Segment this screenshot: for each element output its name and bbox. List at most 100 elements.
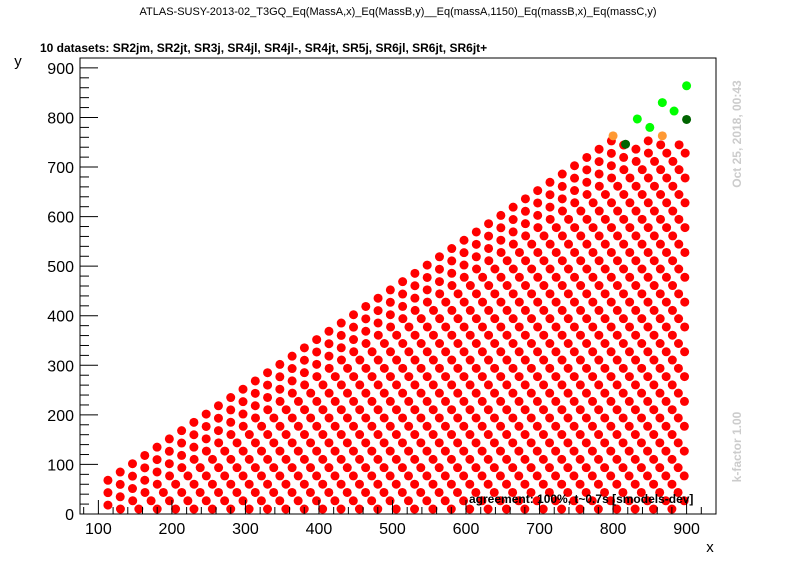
excluded-point [256, 496, 266, 506]
excluded-point [250, 438, 260, 448]
excluded-point [140, 475, 150, 485]
excluded-point [661, 396, 671, 406]
excluded-point [422, 297, 432, 307]
excluded-point [563, 264, 573, 274]
excluded-point [502, 380, 512, 390]
excluded-point [594, 330, 604, 340]
excluded-point [410, 293, 420, 303]
excluded-point [361, 487, 371, 497]
excluded-point [164, 434, 174, 444]
excluded-point [655, 314, 665, 324]
excluded-point [570, 198, 580, 208]
excluded-point [391, 504, 401, 514]
excluded-point [483, 454, 493, 464]
excluded-point [673, 438, 683, 448]
excluded-point [582, 363, 592, 373]
y-tick-label: 500 [47, 259, 74, 276]
excluded-point [220, 446, 230, 456]
excluded-point [312, 335, 322, 345]
allowed-point [669, 106, 679, 116]
excluded-point [533, 223, 543, 233]
excluded-point [637, 239, 647, 249]
excluded-point [625, 247, 635, 257]
excluded-point [496, 235, 506, 245]
excluded-point [514, 471, 524, 481]
excluded-point [140, 450, 150, 460]
excluded-point [563, 289, 573, 299]
excluded-point [441, 297, 451, 307]
excluded-point [661, 347, 671, 357]
excluded-point [477, 396, 487, 406]
excluded-point [361, 388, 371, 398]
excluded-point [606, 471, 616, 481]
excluded-point [257, 446, 267, 456]
excluded-point [618, 413, 628, 423]
excluded-point [489, 413, 499, 423]
excluded-point [655, 214, 665, 224]
excluded-point [538, 454, 548, 464]
excluded-point [545, 239, 555, 249]
excluded-point [508, 215, 518, 225]
excluded-point [355, 430, 365, 440]
excluded-point [238, 397, 248, 407]
excluded-point [501, 504, 511, 514]
excluded-point [520, 305, 530, 315]
excluded-point [422, 496, 432, 506]
excluded-point [416, 438, 426, 448]
excluded-point [410, 355, 420, 365]
excluded-point [250, 376, 260, 386]
excluded-point [336, 479, 346, 489]
y-tick-label: 0 [65, 507, 74, 524]
excluded-point [631, 305, 641, 315]
excluded-point [613, 181, 623, 191]
excluded-point [177, 426, 187, 436]
excluded-point [299, 454, 309, 464]
excluded-point [422, 396, 432, 406]
excluded-point [428, 504, 438, 514]
excluded-point [606, 161, 616, 171]
excluded-point [275, 471, 285, 481]
excluded-point [207, 479, 217, 489]
excluded-point [637, 165, 647, 175]
excluded-point [385, 310, 395, 320]
excluded-point [115, 479, 125, 489]
excluded-point [508, 227, 518, 237]
excluded-point [545, 214, 555, 224]
excluded-point [606, 421, 616, 431]
excluded-point [171, 479, 181, 489]
excluded-point [459, 347, 469, 357]
excluded-point [582, 214, 592, 224]
excluded-point [625, 173, 635, 183]
excluded-point [281, 454, 291, 464]
excluded-point [312, 347, 322, 357]
excluded-point [649, 231, 659, 241]
y-tick-label: 600 [47, 210, 74, 227]
excluded-point [416, 314, 426, 324]
excluded-point [404, 322, 414, 332]
excluded-point [306, 413, 316, 423]
excluded-point [588, 322, 598, 332]
excluded-point [600, 438, 610, 448]
excluded-point [587, 446, 597, 456]
excluded-point [336, 380, 346, 390]
excluded-point [354, 504, 364, 514]
excluded-point [495, 471, 505, 481]
excluded-point [606, 322, 616, 332]
excluded-point [533, 322, 543, 332]
excluded-point [287, 376, 297, 386]
excluded-point [220, 471, 230, 481]
excluded-point [582, 289, 592, 299]
excluded-point [606, 372, 616, 382]
excluded-point [250, 388, 260, 398]
excluded-point [416, 463, 426, 473]
excluded-point [557, 479, 567, 489]
excluded-point [496, 210, 506, 220]
excluded-point [624, 421, 634, 431]
excluded-point [226, 417, 236, 427]
excluded-point [520, 219, 530, 229]
excluded-point [667, 454, 677, 464]
excluded-point [459, 297, 469, 307]
excluded-point [581, 463, 591, 473]
points-layer [103, 81, 692, 514]
excluded-point [643, 247, 653, 257]
